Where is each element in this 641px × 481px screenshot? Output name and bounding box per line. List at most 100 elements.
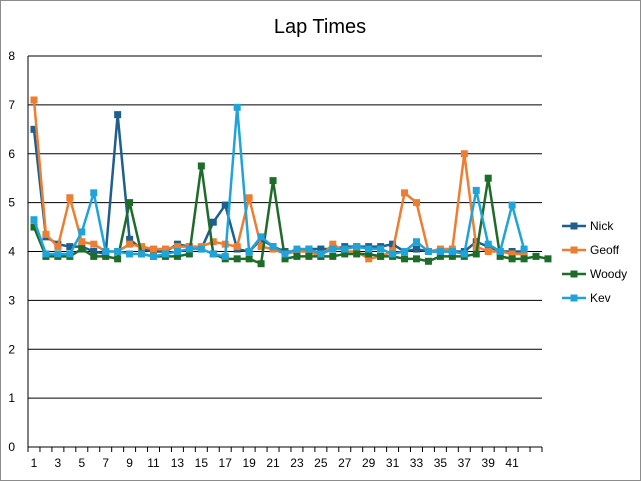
- x-tick-label: 15: [195, 456, 209, 470]
- x-axis: 1 3 5 7 9 11 13 15 17 19 21 23 25 27 29 31 33 35 37 39 41: [27, 446, 543, 470]
- data-point: [317, 250, 325, 258]
- data-point: [114, 255, 122, 263]
- legend: Nick Geoff Woody Kev: [562, 219, 627, 305]
- data-point: [78, 228, 86, 236]
- data-point: [460, 150, 468, 158]
- series-geoff: [30, 96, 528, 263]
- data-point: [305, 252, 313, 260]
- data-point: [114, 111, 122, 119]
- data-point: [496, 248, 504, 255]
- y-tick-label: 3: [8, 293, 15, 307]
- data-point: [365, 255, 373, 263]
- data-point: [472, 250, 480, 258]
- legend-marker: [570, 222, 578, 230]
- data-point: [269, 177, 277, 185]
- data-point: [520, 250, 528, 258]
- data-point: [90, 248, 98, 255]
- y-tick-label: 7: [8, 98, 15, 112]
- data-point: [293, 252, 301, 260]
- x-tick-label: 35: [434, 456, 448, 470]
- y-tick-label: 0: [8, 440, 15, 454]
- data-point: [448, 252, 456, 260]
- data-point: [508, 255, 516, 263]
- data-point: [185, 250, 193, 258]
- data-point: [126, 199, 134, 207]
- data-point: [126, 250, 134, 258]
- x-tick-label: 31: [386, 456, 400, 470]
- data-point: [281, 250, 289, 258]
- data-point: [353, 250, 361, 258]
- data-point: [412, 238, 420, 246]
- data-point: [102, 248, 110, 255]
- x-tick-label: 7: [102, 456, 109, 470]
- data-point: [293, 245, 301, 253]
- x-tick-label: 19: [242, 456, 256, 470]
- data-point: [54, 250, 62, 258]
- data-point: [424, 248, 432, 255]
- data-point: [66, 194, 74, 202]
- data-point: [233, 255, 241, 263]
- data-point: [329, 240, 337, 248]
- legend-item-geoff: Geoff: [562, 243, 620, 257]
- data-point: [221, 201, 229, 209]
- data-point: [484, 248, 492, 255]
- data-point: [484, 240, 492, 248]
- data-point: [114, 248, 122, 255]
- data-point: [42, 230, 50, 238]
- legend-item-kev: Kev: [562, 291, 611, 305]
- data-point: [90, 240, 98, 248]
- data-point: [377, 252, 385, 260]
- data-point: [245, 194, 253, 202]
- data-point: [353, 243, 361, 251]
- data-point: [257, 233, 265, 241]
- data-point: [209, 250, 217, 258]
- data-point: [173, 248, 181, 255]
- data-point: [126, 235, 134, 243]
- data-point: [329, 252, 337, 260]
- data-point: [508, 201, 516, 209]
- data-point: [30, 216, 38, 224]
- legend-item-nick: Nick: [562, 219, 614, 233]
- data-point: [305, 245, 313, 253]
- series-line: [32, 113, 525, 256]
- x-tick-label: 23: [290, 456, 304, 470]
- data-point: [161, 245, 169, 253]
- data-point: [389, 250, 397, 258]
- data-point: [412, 199, 420, 207]
- plot-area: [30, 96, 552, 268]
- data-point: [138, 243, 146, 251]
- x-tick-label: 37: [458, 456, 472, 470]
- data-point: [90, 189, 98, 197]
- data-point: [245, 255, 253, 263]
- data-point: [389, 240, 397, 248]
- x-tick-label: 29: [362, 456, 376, 470]
- data-point: [150, 252, 158, 260]
- data-point: [30, 223, 38, 231]
- y-tick-label: 4: [8, 245, 15, 259]
- data-point: [126, 240, 134, 248]
- data-point: [532, 252, 540, 260]
- data-point: [78, 245, 86, 253]
- data-point: [401, 189, 409, 197]
- legend-marker: [570, 294, 578, 302]
- series-kev: [30, 103, 528, 260]
- data-point: [472, 186, 480, 194]
- data-point: [520, 245, 528, 253]
- x-tick-label: 13: [171, 456, 185, 470]
- data-point: [257, 260, 265, 268]
- data-point: [197, 245, 205, 253]
- y-axis: 0 1 2 3 4 5 6 7 8: [8, 49, 29, 454]
- data-point: [42, 250, 50, 258]
- data-point: [401, 248, 409, 255]
- data-point: [102, 252, 110, 260]
- x-tick-label: 21: [266, 456, 280, 470]
- y-tick-label: 1: [8, 391, 15, 405]
- data-point: [173, 243, 181, 251]
- data-point: [66, 250, 74, 258]
- data-point: [221, 252, 229, 260]
- data-point: [138, 250, 146, 258]
- data-point: [281, 255, 289, 263]
- legend-label: Kev: [590, 291, 611, 305]
- data-point: [365, 250, 373, 258]
